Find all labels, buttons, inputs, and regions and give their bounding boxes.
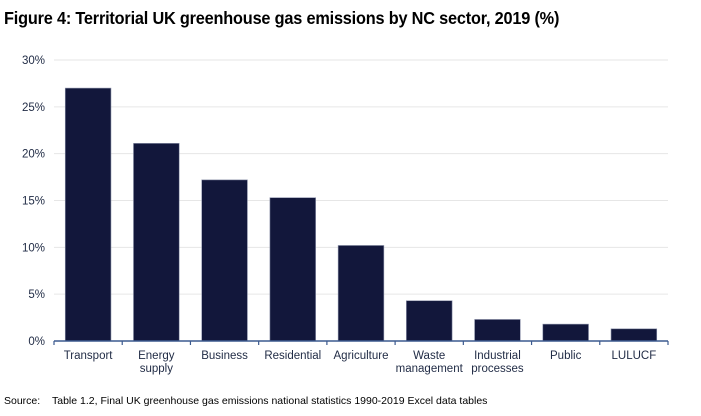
x-tick-label: Energy supply [138, 350, 175, 375]
bar-business [201, 179, 248, 342]
x-tick-label: Transport [64, 350, 114, 362]
bar-agriculture [337, 245, 385, 342]
y-tick-label: 5% [28, 289, 45, 301]
y-tick-label: 20% [22, 149, 45, 161]
bar-transport [64, 87, 112, 342]
y-tick-label: 15% [22, 196, 45, 208]
x-tick-label: Business [201, 350, 248, 362]
bar-energy-supply [133, 143, 180, 342]
bar-waste-management [406, 300, 453, 342]
y-tick-label: 0% [28, 336, 45, 348]
y-tick-label: 25% [22, 102, 45, 114]
source-note: Source: Table 1.2, Final UK greenhouse ga… [4, 395, 487, 407]
y-tick-label: 30% [22, 55, 45, 67]
bar-lulucf [610, 328, 658, 342]
x-axis: Transport Energy supply Business Residential… [53, 340, 669, 375]
y-tick-label: 10% [22, 242, 45, 254]
x-tick-label: LULUCF [612, 350, 657, 362]
y-axis: 0% 5% 10% 15% 20% 25% 30% [22, 55, 45, 348]
chart-title: Figure 4: Territorial UK greenhouse gas … [4, 8, 560, 28]
bar-public [542, 323, 589, 342]
bars [64, 87, 658, 342]
x-tick-label: Industrial processes [471, 350, 524, 375]
source-label: Source: [4, 395, 41, 407]
x-tick-label: Agriculture [334, 350, 389, 362]
bar-industrial-processes [474, 319, 521, 342]
source-text: Table 1.2, Final UK greenhouse gas emiss… [52, 395, 488, 407]
x-tick-label: Residential [264, 350, 321, 362]
x-tick-label: Public [550, 350, 582, 362]
x-tick-label: Waste management [396, 350, 464, 375]
bar-residential [269, 197, 316, 342]
